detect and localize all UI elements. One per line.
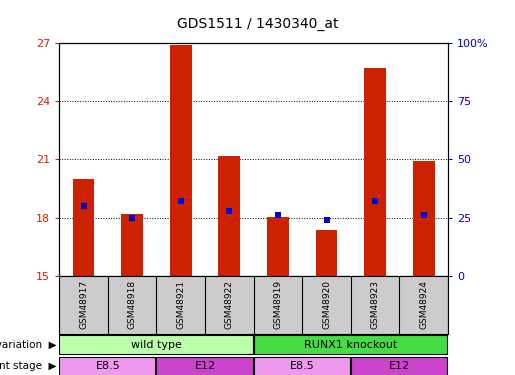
FancyBboxPatch shape <box>351 357 447 375</box>
FancyBboxPatch shape <box>157 357 253 375</box>
Bar <box>267 216 289 276</box>
Text: GSM48918: GSM48918 <box>128 280 136 329</box>
FancyBboxPatch shape <box>253 335 447 354</box>
FancyBboxPatch shape <box>59 335 253 354</box>
Text: genotype/variation  ▶: genotype/variation ▶ <box>0 340 57 350</box>
Text: GDS1511 / 1430340_at: GDS1511 / 1430340_at <box>177 17 338 31</box>
Text: GSM48920: GSM48920 <box>322 280 331 329</box>
Bar <box>364 68 386 276</box>
Bar <box>170 45 192 276</box>
Text: RUNX1 knockout: RUNX1 knockout <box>304 340 398 350</box>
Bar <box>121 214 143 276</box>
Text: GSM48924: GSM48924 <box>419 280 428 329</box>
Text: development stage  ▶: development stage ▶ <box>0 362 57 371</box>
Bar <box>316 230 337 276</box>
Text: GSM48922: GSM48922 <box>225 280 234 329</box>
FancyBboxPatch shape <box>253 357 350 375</box>
Text: GSM48923: GSM48923 <box>371 280 380 329</box>
Bar <box>73 179 94 276</box>
Text: GSM48919: GSM48919 <box>273 280 282 329</box>
Text: GSM48921: GSM48921 <box>176 280 185 329</box>
Bar <box>218 156 241 276</box>
Text: E8.5: E8.5 <box>95 362 120 371</box>
Text: GSM48917: GSM48917 <box>79 280 88 329</box>
Text: E12: E12 <box>389 362 410 371</box>
Text: E12: E12 <box>195 362 216 371</box>
Text: E8.5: E8.5 <box>290 362 315 371</box>
Text: wild type: wild type <box>131 340 182 350</box>
FancyBboxPatch shape <box>59 357 156 375</box>
Bar <box>413 161 435 276</box>
